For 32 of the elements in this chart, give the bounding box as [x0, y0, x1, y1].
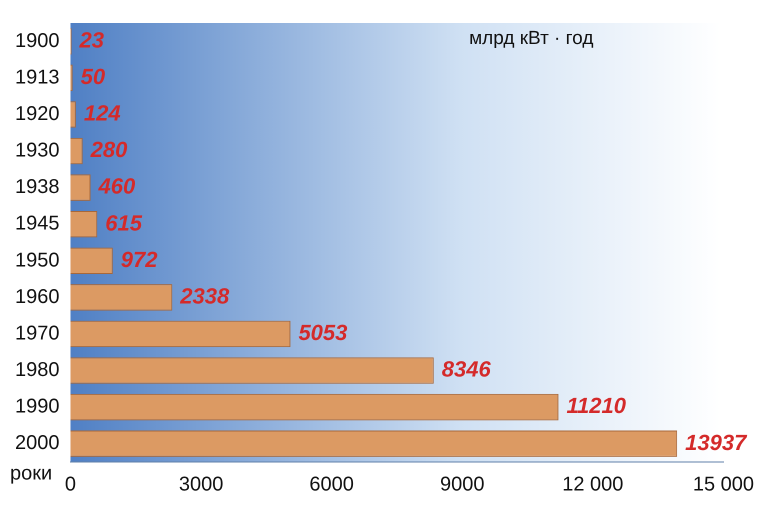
data-label: 5053: [298, 320, 348, 346]
y-tick-label: 1900: [14, 30, 60, 52]
data-label: 972: [120, 246, 158, 272]
data-label: 615: [105, 210, 143, 236]
y-tick-label: 1950: [14, 249, 60, 272]
x-tick-label: 3000: [178, 474, 224, 496]
x-tick-label: 15 000: [692, 474, 754, 496]
x-tick-label: 0: [64, 474, 76, 496]
x-tick-label: 12 000: [562, 474, 624, 496]
y-tick-label: 1930: [14, 140, 60, 162]
x-tick-label: 9000: [440, 474, 484, 496]
y-tick-label: 1938: [14, 176, 60, 198]
data-label: 50: [80, 64, 106, 89]
data-label: 23: [78, 27, 104, 52]
y-tick-label: 1990: [14, 396, 60, 418]
y-tick-label: 1960: [14, 286, 60, 308]
y-tick-label: 1945: [14, 212, 60, 235]
y-tick-label: 1920: [14, 102, 60, 125]
annotation: млрд кВт · год: [469, 28, 594, 50]
y-tick-label: 1913: [14, 66, 60, 88]
y-tick-label: 2000: [14, 432, 60, 454]
data-label: 8346: [442, 356, 492, 382]
data-label: 2338: [179, 283, 230, 308]
y-tick-label: 1980: [14, 359, 60, 382]
data-label: 11210: [566, 393, 627, 418]
data-label: 460: [98, 174, 136, 199]
y-tick-label: 1970: [14, 322, 60, 344]
data-label: 280: [90, 137, 128, 162]
data-label: 13937: [685, 430, 748, 455]
x-tick-label: 6000: [309, 474, 354, 496]
data-label: 124: [84, 100, 121, 126]
y-axis-title: роки: [10, 462, 52, 485]
